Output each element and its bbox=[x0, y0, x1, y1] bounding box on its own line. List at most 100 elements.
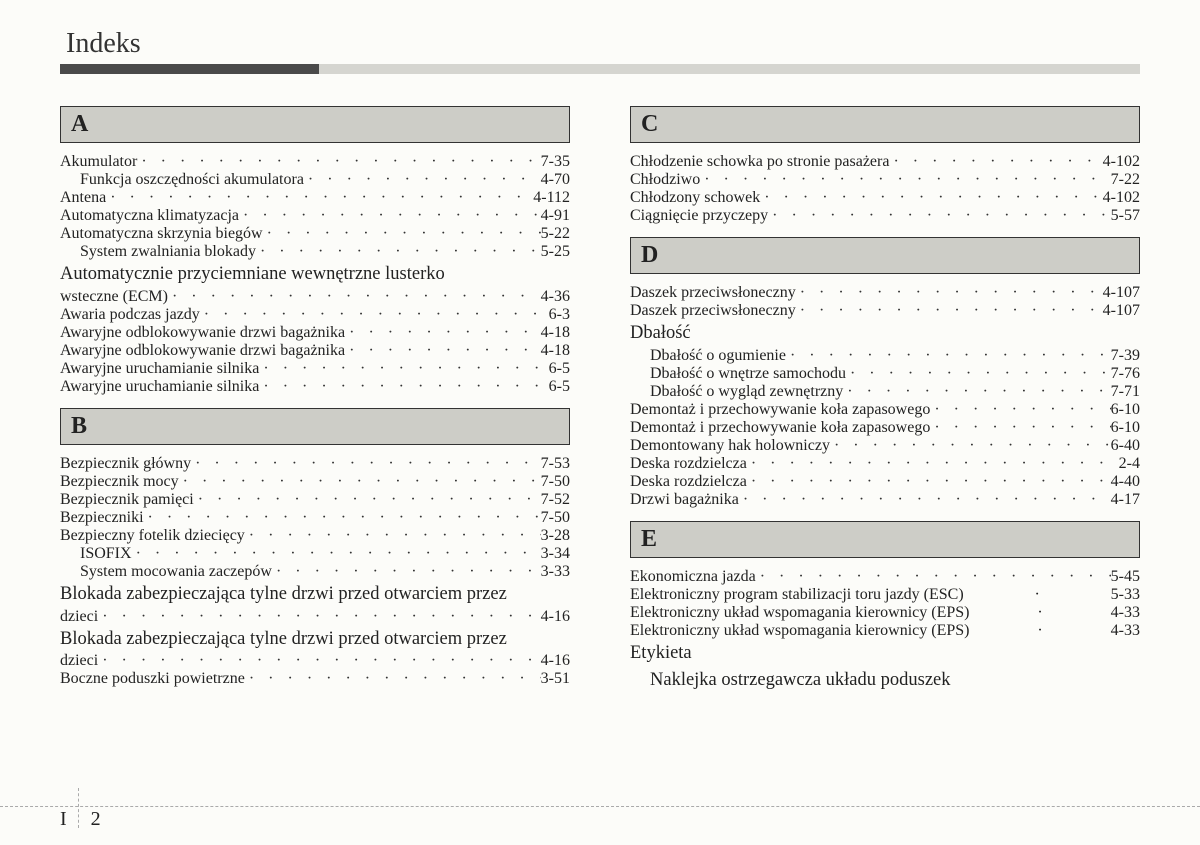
section-letter-a: A bbox=[60, 106, 570, 143]
index-entry: Dbałość o ogumienie7-39 bbox=[630, 347, 1140, 365]
index-entry-page: 4-33 bbox=[1111, 622, 1140, 640]
index-entry-page: 7-22 bbox=[1111, 171, 1140, 189]
index-entry-label: System mocowania zaczepów bbox=[80, 563, 272, 581]
index-entry-page: 5-22 bbox=[541, 225, 570, 243]
index-entry: Elektroniczny układ wspomagania kierowni… bbox=[630, 604, 1140, 622]
leader-dots bbox=[930, 401, 1110, 419]
leader-dots bbox=[259, 360, 548, 378]
index-entry-label: Bezpieczny fotelik dziecięcy bbox=[60, 527, 245, 545]
leader-dots bbox=[768, 207, 1111, 225]
index-entry: Daszek przeciwsłoneczny 4-107 bbox=[630, 284, 1140, 302]
index-entry-label: Dbałość o wygląd zewnętrzny bbox=[650, 383, 843, 401]
index-entry-page: 6-5 bbox=[549, 360, 570, 378]
index-entry-label: Ekonomiczna jazda bbox=[630, 568, 756, 586]
index-entry: Demontaż i przechowywanie koła zapasoweg… bbox=[630, 419, 1140, 437]
index-entry-label: Bezpieczniki bbox=[60, 509, 144, 527]
index-entry-page: 3-34 bbox=[541, 545, 570, 563]
index-entry-label: Awaryjne odblokowywanie drzwi bagażnika bbox=[60, 324, 345, 342]
index-entry-label: Elektroniczny układ wspomagania kierowni… bbox=[630, 622, 969, 640]
index-entry-page: 7-50 bbox=[541, 509, 570, 527]
index-entry-label: Awaryjne uruchamianie silnika bbox=[60, 360, 259, 378]
index-entry-label: Ciągnięcie przyczepy bbox=[630, 207, 768, 225]
index-entry-label: Demontowany hak holowniczy bbox=[630, 437, 830, 455]
index-entry-page: 3-28 bbox=[541, 527, 570, 545]
index-entry-page: 4-18 bbox=[541, 342, 570, 360]
index-entry-page: 4-16 bbox=[541, 608, 570, 626]
page-title: Indeks bbox=[60, 28, 1140, 60]
index-entry: Bezpieczny fotelik dziecięcy 3-28 bbox=[60, 527, 570, 545]
index-entry: System zwalniania blokady5-25 bbox=[60, 243, 570, 261]
index-entry: Blokada zabezpieczająca tylne drzwi prze… bbox=[60, 581, 570, 608]
leader-dots bbox=[700, 171, 1110, 189]
index-entry-page: 4-107 bbox=[1103, 284, 1140, 302]
index-entry-label: Antena bbox=[60, 189, 106, 207]
leader-dots bbox=[137, 153, 540, 171]
leader-dots bbox=[256, 243, 541, 261]
leader-dots bbox=[132, 545, 541, 563]
index-entry: Akumulator7-35 bbox=[60, 153, 570, 171]
index-entry-page: 4-36 bbox=[541, 288, 570, 306]
leader-dots bbox=[889, 153, 1102, 171]
leader-dots bbox=[830, 437, 1111, 455]
index-entry-page: 4-40 bbox=[1111, 473, 1140, 491]
index-entry-page: 4-18 bbox=[541, 324, 570, 342]
index-entry-page: 5-57 bbox=[1111, 207, 1140, 225]
index-entry: Deska rozdzielcza4-40 bbox=[630, 473, 1140, 491]
index-entry: Dbałość bbox=[630, 320, 1140, 347]
section-letter-b: B bbox=[60, 408, 570, 445]
index-entry-label: Daszek przeciwsłoneczny bbox=[630, 284, 796, 302]
index-entry: Demontaż i przechowywanie koła zapasoweg… bbox=[630, 401, 1140, 419]
index-entry-page: 5-25 bbox=[541, 243, 570, 261]
footer: I 2 bbox=[0, 806, 1200, 831]
index-entry: Awaryjne uruchamianie silnika 6-5 bbox=[60, 360, 570, 378]
index-entry-label: Demontaż i przechowywanie koła zapasoweg… bbox=[630, 419, 930, 437]
page: Indeks AAkumulator7-35Funkcja oszczędnoś… bbox=[0, 0, 1200, 845]
index-entry: Elektroniczny program stabilizacji toru … bbox=[630, 586, 1140, 604]
index-entry-page: 2-4 bbox=[1119, 455, 1140, 473]
index-entry-label: Chłodziwo bbox=[630, 171, 700, 189]
index-entry: dzieci4-16 bbox=[60, 652, 570, 670]
index-entry-label: Dbałość o ogumienie bbox=[650, 347, 786, 365]
index-entry-page: 6-40 bbox=[1111, 437, 1140, 455]
leader-dots bbox=[259, 378, 548, 396]
index-entry: Antena4-112 bbox=[60, 189, 570, 207]
leader-dots bbox=[846, 365, 1111, 383]
leader-dots bbox=[179, 473, 541, 491]
index-entry-label: Demontaż i przechowywanie koła zapasoweg… bbox=[630, 401, 930, 419]
index-entry: Daszek przeciwsłoneczny4-107 bbox=[630, 302, 1140, 320]
leader-dots bbox=[796, 302, 1103, 320]
index-entry: Automatycznie przyciemniane wewnętrzne l… bbox=[60, 261, 570, 288]
index-entry-page: 4-102 bbox=[1103, 189, 1140, 207]
index-entry-label: dzieci bbox=[60, 608, 98, 626]
index-entry-page: 7-71 bbox=[1111, 383, 1140, 401]
leader-dots bbox=[345, 324, 541, 342]
index-columns: AAkumulator7-35Funkcja oszczędności akum… bbox=[60, 94, 1140, 693]
index-entry-page: 5-45 bbox=[1111, 568, 1140, 586]
index-entry-page: 7-76 bbox=[1111, 365, 1140, 383]
index-entry-page: 6-10 bbox=[1111, 419, 1140, 437]
index-entry: Bezpieczniki 7-50 bbox=[60, 509, 570, 527]
leader-dots bbox=[272, 563, 541, 581]
index-entry-page: 7-50 bbox=[541, 473, 570, 491]
index-entry: dzieci 4-16 bbox=[60, 608, 570, 626]
leader-dots bbox=[168, 288, 541, 306]
header-rule bbox=[60, 64, 1140, 74]
index-entry-page: 5-33 bbox=[1111, 586, 1140, 604]
index-entry: Elektroniczny układ wspomagania kierowni… bbox=[630, 622, 1140, 640]
leader-dots bbox=[796, 284, 1103, 302]
index-entry: Automatyczna klimatyzacja4-91 bbox=[60, 207, 570, 225]
index-entry: Awaryjne odblokowywanie drzwi bagażnika 4… bbox=[60, 342, 570, 360]
index-entry-label: wsteczne (ECM) bbox=[60, 288, 168, 306]
leader-dots bbox=[739, 491, 1111, 509]
index-entry-page: 4-16 bbox=[541, 652, 570, 670]
leader-dots bbox=[304, 171, 541, 189]
index-entry: Bezpiecznik główny7-53 bbox=[60, 455, 570, 473]
index-entry: Chłodzenie schowka po stronie pasażera4-… bbox=[630, 153, 1140, 171]
leader-dots bbox=[98, 652, 540, 670]
index-entry-label: Automatyczna klimatyzacja bbox=[60, 207, 239, 225]
index-entry-label: ISOFIX bbox=[80, 545, 132, 563]
index-entry: Ekonomiczna jazda 5-45 bbox=[630, 568, 1140, 586]
leader-dots bbox=[144, 509, 541, 527]
index-entry-label: Awaryjne odblokowywanie drzwi bagażnika bbox=[60, 342, 345, 360]
index-entry: Dbałość o wnętrze samochodu7-76 bbox=[630, 365, 1140, 383]
